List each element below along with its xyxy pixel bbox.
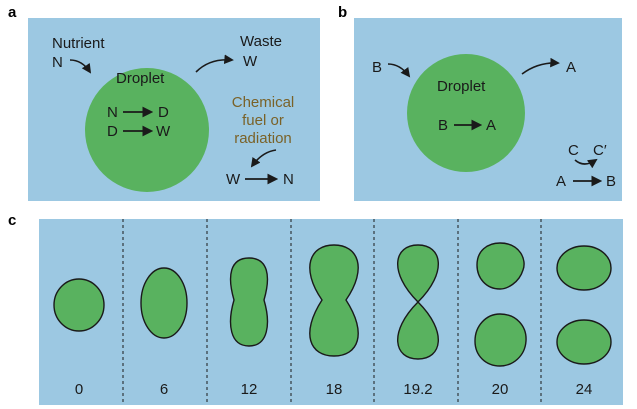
time-label-24: 24 — [576, 381, 593, 398]
panel-a-label: a — [8, 4, 17, 21]
panel-b-regen-right: B — [606, 173, 616, 190]
cofactor-arrow — [574, 158, 598, 169]
fuel-line-3: radiation — [234, 130, 292, 147]
reaction1-right: D — [158, 104, 169, 121]
panel-b-label: b — [338, 4, 348, 21]
droplet-stage-0 — [53, 278, 105, 332]
nutrient-inflow-arrow — [69, 59, 92, 74]
time-label-20: 20 — [492, 381, 509, 398]
panel-b-droplet-label: Droplet — [437, 78, 486, 95]
droplet-stage-19-2 — [397, 244, 439, 360]
droplet-stage-24-top — [556, 245, 612, 291]
cofactor-in: C — [568, 142, 579, 159]
droplet-stage-20-bottom — [474, 313, 527, 367]
output-symbol: A — [566, 59, 576, 76]
time-label-6: 6 — [160, 381, 168, 398]
nutrient-symbol: N — [52, 54, 63, 71]
panel-c-label: c — [8, 212, 17, 229]
panel-b-reaction-right: A — [486, 117, 496, 134]
panel-b-droplet — [407, 54, 525, 172]
regen-left: W — [226, 171, 241, 188]
waste-word: Waste — [240, 33, 282, 50]
reaction2-left: D — [107, 123, 118, 140]
reaction2-right: W — [156, 123, 171, 140]
reaction1-left: N — [107, 104, 118, 121]
fuel-line-1: Chemical — [232, 94, 295, 111]
droplet-stage-6 — [140, 267, 188, 339]
panel-b: B A Droplet B A C C′ A B — [354, 18, 622, 201]
input-symbol: B — [372, 59, 382, 76]
regen-right: N — [283, 171, 294, 188]
droplet-stage-12 — [229, 257, 269, 347]
input-arrow — [387, 63, 411, 78]
waste-outflow-arrow — [195, 54, 234, 73]
time-label-18: 18 — [326, 381, 343, 398]
time-label-12: 12 — [241, 381, 258, 398]
output-arrow — [521, 57, 560, 75]
fuel-line-2: fuel or — [242, 112, 284, 129]
nutrient-word: Nutrient — [52, 35, 105, 52]
panel-b-reaction-left: B — [438, 117, 448, 134]
panel-a-droplet-label: Droplet — [116, 70, 165, 87]
time-label-19-2: 19.2 — [403, 381, 432, 398]
fuel-input-arrow — [250, 149, 277, 168]
droplet-stage-20-top — [476, 242, 525, 290]
panel-c: 0 6 12 18 19.2 20 24 — [39, 219, 623, 405]
cofactor-out: C′ — [593, 142, 607, 159]
droplet-stage-24-bottom — [556, 319, 612, 365]
waste-symbol: W — [243, 53, 258, 70]
droplet-stage-18 — [309, 244, 359, 357]
panel-b-regen-left: A — [556, 173, 566, 190]
time-label-0: 0 — [75, 381, 83, 398]
panel-a: Nutrient N Waste W Droplet N D D W Chemi… — [28, 18, 320, 201]
